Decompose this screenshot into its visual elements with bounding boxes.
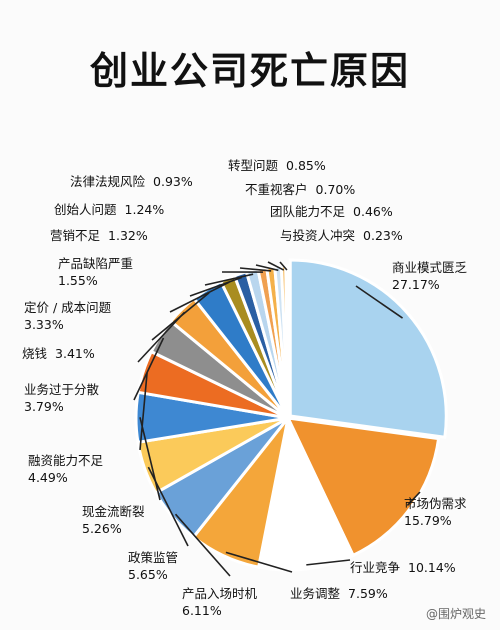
- chart-title: 创业公司死亡原因: [89, 49, 410, 93]
- leader-line: [255, 264, 279, 272]
- slice-label: 融资能力不足 4.49%: [28, 453, 104, 485]
- slice-label: 创始人问题 1.24%: [54, 202, 164, 217]
- slice-label: 市场伪需求 15.79%: [404, 496, 467, 528]
- slice-label: 转型问题 0.85%: [228, 158, 326, 173]
- slice-label: 商业模式匮乏 27.17%: [392, 260, 468, 292]
- slice-label: 业务过于分散 3.79%: [24, 382, 100, 414]
- slice-label: 行业竞争 10.14%: [350, 560, 456, 575]
- leader-line: [139, 417, 161, 501]
- slice-label: 业务调整 7.59%: [290, 586, 388, 601]
- slice-label: 团队能力不足 0.46%: [270, 204, 393, 219]
- leader-line: [225, 551, 293, 573]
- leader-line: [279, 261, 288, 271]
- leader-lines: [133, 261, 421, 577]
- slice-label: 法律法规风险 0.93%: [70, 174, 193, 189]
- slice-label: 定价 / 成本问题 3.33%: [24, 300, 112, 332]
- slice-label: 现金流断裂 5.26%: [82, 504, 145, 536]
- leader-line: [189, 276, 242, 297]
- slice-labels: 商业模式匮乏 27.17% 市场伪需求 15.79% 行业竞争 10.14% 业务调整 7.5…: [22, 158, 468, 618]
- pie-slice: [284, 264, 290, 419]
- leader-line: [204, 273, 254, 286]
- pie-slices: [134, 258, 448, 572]
- pie-slice: [288, 258, 448, 439]
- leader-line: [239, 267, 272, 272]
- leader-line: [151, 292, 210, 341]
- leader-line: [139, 372, 148, 451]
- pie-slice: [285, 416, 441, 558]
- leader-line: [174, 513, 231, 577]
- slice-label: 政策监管 5.65%: [128, 550, 178, 582]
- slice-label: 与投资人冲突 0.23%: [280, 228, 403, 243]
- watermark: @围炉观史: [425, 607, 486, 621]
- leader-line: [267, 261, 285, 271]
- leader-line: [306, 559, 351, 566]
- slice-label: 产品缺陷严重 1.55%: [58, 256, 133, 288]
- leader-line: [355, 285, 403, 319]
- leader-line: [406, 491, 421, 507]
- leader-line: [133, 337, 165, 401]
- slice-label: 产品入场时机 6.11%: [182, 586, 258, 618]
- pie-slice: [256, 413, 356, 572]
- slice-label: 营销不足 1.32%: [50, 228, 148, 243]
- leader-line: [169, 281, 230, 313]
- slice-label: 烧钱 3.41%: [22, 346, 95, 361]
- slice-label: 不重视客户 0.70%: [245, 182, 355, 197]
